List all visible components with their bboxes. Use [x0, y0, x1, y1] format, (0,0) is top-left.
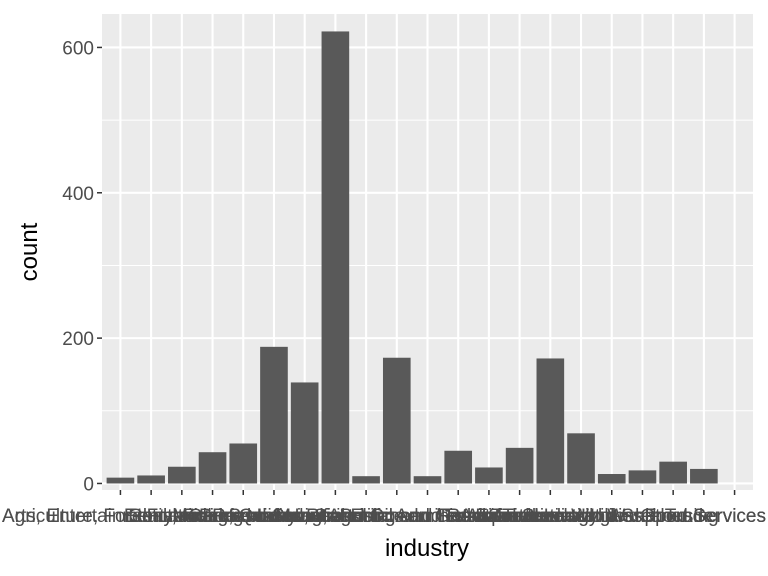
bar [413, 476, 442, 484]
bars [106, 31, 718, 484]
bar [444, 450, 473, 484]
bar [290, 382, 319, 484]
x-tick-label: Mining, Quarrying, and Oil and Gas Extra… [172, 506, 560, 527]
x-tick-label: Health Care and Social Assistance [128, 506, 420, 527]
bar [475, 467, 503, 484]
x-tick-label: Manufacturing [275, 506, 395, 527]
x-tick-label: Retail Trade [438, 506, 540, 527]
x-tick-label: Information [257, 506, 352, 527]
bar [628, 470, 657, 484]
x-tick-label: Arts, Entertainment, and Recreation [2, 506, 304, 527]
bar [260, 346, 288, 484]
bar [198, 452, 227, 484]
x-tick-label: Transportation and Warehousing [443, 506, 718, 527]
bar [659, 461, 687, 484]
x-tick-label: Technology [502, 506, 599, 527]
x-tick-label: Real Estate and Rental and Leasing [306, 506, 610, 527]
x-tick-label: Administrative and Support Services [460, 506, 766, 527]
x-tick-label: Finance and Insurance [147, 506, 340, 527]
x-tick-label: Service [488, 506, 551, 527]
bar [321, 31, 350, 484]
x-axis: Agriculture, Forestry, Fishing and Hunti… [2, 490, 766, 527]
y-tick-label: 600 [62, 38, 94, 59]
x-tick-label: Utilities [581, 506, 642, 527]
y-axis-title: count [16, 222, 43, 281]
bar [352, 476, 380, 484]
bar [382, 357, 411, 484]
bar [168, 466, 196, 484]
bar [505, 447, 534, 484]
x-tick-label: Agriculture, Forestry, Fishing and Hunti… [2, 506, 351, 527]
x-tick-label: Accommodation and Food Services [466, 506, 766, 527]
bar [536, 358, 565, 484]
bar [567, 433, 595, 484]
x-tick-label: Construction [129, 506, 236, 527]
x-tick-label: Other Services [640, 506, 766, 527]
y-axis: 0 200 400 600 [62, 38, 102, 495]
y-tick-label: 0 [83, 474, 94, 495]
bar [690, 468, 718, 484]
bar [137, 475, 165, 484]
bar [229, 443, 258, 484]
x-axis-title: industry [385, 535, 469, 562]
bar [106, 477, 135, 484]
y-tick-label: 200 [62, 329, 94, 350]
x-tick-label: Public Administration [339, 506, 515, 527]
y-tick-label: 400 [62, 184, 94, 205]
x-tick-label: Educational Services [124, 506, 301, 527]
bar [597, 474, 626, 484]
x-tick-label: Professional, Scientific, and Technical … [199, 506, 595, 527]
x-tick-label: Wholesale Trade [571, 506, 714, 527]
